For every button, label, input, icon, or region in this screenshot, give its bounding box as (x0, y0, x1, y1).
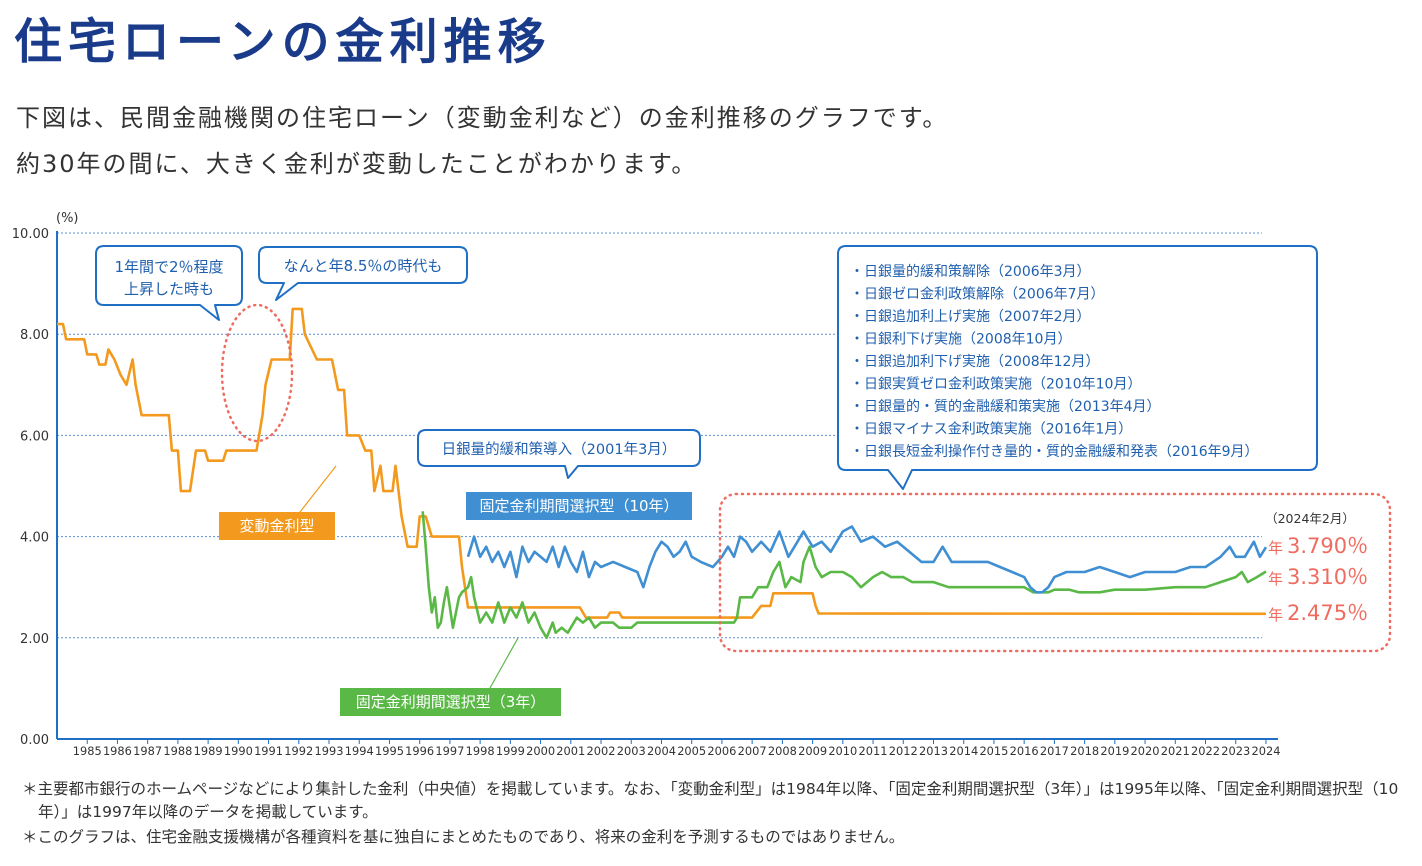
x-tick-label: 2015 (979, 744, 1008, 758)
x-tick-label: 2018 (1070, 744, 1099, 758)
rise-callout-bubble (95, 245, 243, 321)
x-tick-label: 2011 (859, 744, 888, 758)
x-tick-label: 2008 (768, 744, 797, 758)
rate-chart: 0.00 2.00 4.00 6.00 8.00 10.00 (%) 1985 1986 1987… (12, 211, 1392, 758)
peak-callout-text: なんと年8.5％の時代も (284, 257, 443, 275)
x-tick-label: 2022 (1191, 744, 1220, 758)
y-axis-label: (%) (56, 211, 79, 226)
series-label-leader (299, 465, 337, 513)
rise-callout-text: 上昇した時も (124, 280, 214, 298)
series-layer (57, 307, 1268, 640)
x-tick-label: 2007 (738, 744, 767, 758)
x-tick-label: 2024 (1251, 744, 1280, 758)
policy-item: ・日銀マイナス金利政策実施（2016年1月） (850, 421, 1132, 438)
latest-date: （2024年2月） (1265, 511, 1355, 526)
policy-item: ・日銀利下げ実施（2008年10月） (850, 332, 1071, 348)
series-line-1 (57, 307, 1267, 619)
x-tick-label: 1985 (73, 744, 102, 758)
y-tick-label: 0.00 (20, 733, 49, 748)
policy-item: ・日銀長短金利操作付き量的・質的金融緩和発表（2016年9月） (850, 444, 1259, 460)
x-tick-label: 2012 (889, 744, 918, 758)
latest-value-prefix: 年 (1268, 539, 1283, 557)
latest-value: 2.475％ (1287, 601, 1368, 625)
x-tick-label: 2003 (617, 744, 646, 758)
latest-value-prefix: 年 (1268, 606, 1283, 624)
page-title: 住宅ローンの金利推移 (14, 14, 552, 70)
peak-highlight (220, 303, 294, 443)
x-tick-label: 1989 (194, 744, 223, 758)
qe2001-callout-text: 日銀量的緩和策導入（2001年3月） (442, 441, 677, 458)
peak-callout-bubble (258, 246, 468, 301)
x-tick-label: 2019 (1100, 744, 1129, 758)
x-tick-label: 1990 (224, 744, 253, 758)
policy-item: ・日銀追加利下げ実施（2008年12月） (850, 354, 1099, 370)
x-tick-label: 2006 (707, 744, 736, 758)
policy-item: ・日銀追加利上げ実施（2007年2月） (850, 309, 1091, 325)
x-tick-label: 2009 (798, 744, 827, 758)
latest-value-prefix: 年 (1268, 570, 1283, 588)
x-tick-label: 1997 (435, 744, 464, 758)
footnotes: ＊主要都市銀行のホームページなどにより集計した金利（中央値）を掲載しています。な… (22, 778, 1412, 851)
x-tick-label: 1995 (375, 744, 404, 758)
latest-value: 3.310％ (1287, 565, 1368, 589)
series-label-box (219, 512, 335, 540)
series-label-box (466, 492, 692, 520)
y-tick-label: 6.00 (20, 429, 49, 444)
y-tick-label: 10.00 (12, 227, 49, 242)
y-tick-label: 8.00 (20, 328, 49, 343)
x-tick-label: 2010 (828, 744, 857, 758)
x-tick-label: 2001 (556, 744, 585, 758)
series-label-text: 固定金利期間選択型（3年） (356, 693, 546, 711)
policy-item: ・日銀実質ゼロ金利政策実施（2010年10月） (850, 376, 1141, 393)
x-tick-label: 1992 (284, 744, 313, 758)
x-tick-label: 2016 (1010, 744, 1039, 758)
x-tick-label: 1988 (163, 744, 192, 758)
x-tick-label: 1991 (254, 744, 283, 758)
x-tick-label: 2005 (677, 744, 706, 758)
x-tick-label: 1987 (133, 744, 162, 758)
x-tick-label: 2013 (919, 744, 948, 758)
y-tick-label: 2.00 (20, 632, 49, 647)
x-tick-label: 2017 (1040, 744, 1069, 758)
x-tick-label: 2000 (526, 744, 555, 758)
x-tick-label: 1996 (405, 744, 434, 758)
x-tick-label: 2002 (587, 744, 616, 758)
latest-value: 3.790％ (1287, 534, 1368, 558)
axes: 0.00 2.00 4.00 6.00 8.00 10.00 (%) 1985 1986 1987… (12, 211, 1281, 758)
footnote-2: ＊このグラフは、住宅金融支援機構が各種資料を基に独自にまとめたものであり、将来の… (22, 828, 905, 846)
rise-callout-text: 1年間で2％程度 (114, 258, 223, 276)
policy-item: ・日銀ゼロ金利政策解除（2006年7月） (850, 286, 1105, 303)
footnote-1: ＊主要都市銀行のホームページなどにより集計した金利（中央値）を掲載しています。な… (22, 780, 1399, 821)
x-tick-label: 2021 (1161, 744, 1190, 758)
intro-line-2: 約30年の間に、大きく金利が変動したことがわかります。 (16, 150, 698, 178)
x-tick-label: 1993 (315, 744, 344, 758)
series-label-text: 変動金利型 (239, 517, 314, 535)
x-tick-label: 1986 (103, 744, 132, 758)
recent-highlight (718, 492, 1392, 653)
intro-line-1: 下図は、民間金融機関の住宅ローン（変動金利など）の金利推移のグラフです。 (16, 104, 949, 132)
qe2001-callout-bubble (417, 429, 701, 479)
policy-item: ・日銀量的・質的金融緩和策実施（2013年4月） (850, 398, 1161, 415)
series-label-leader (489, 637, 519, 689)
series-line-3 (466, 525, 1268, 594)
policy-item: ・日銀量的緩和策解除（2006年3月） (850, 263, 1091, 280)
y-tick-label: 4.00 (20, 531, 49, 546)
x-tick-label: 1999 (496, 744, 525, 758)
x-tick-label: 2004 (647, 744, 676, 758)
series-label-box (340, 688, 561, 716)
x-tick-label: 2023 (1221, 744, 1250, 758)
x-tick-label: 2020 (1131, 744, 1160, 758)
policy-callout-bubble (837, 245, 1318, 490)
x-tick-label: 2014 (949, 744, 978, 758)
x-tick-label: 1998 (466, 744, 495, 758)
series-label-text: 固定金利期間選択型（10年） (479, 497, 678, 515)
x-tick-label: 1994 (345, 744, 374, 758)
